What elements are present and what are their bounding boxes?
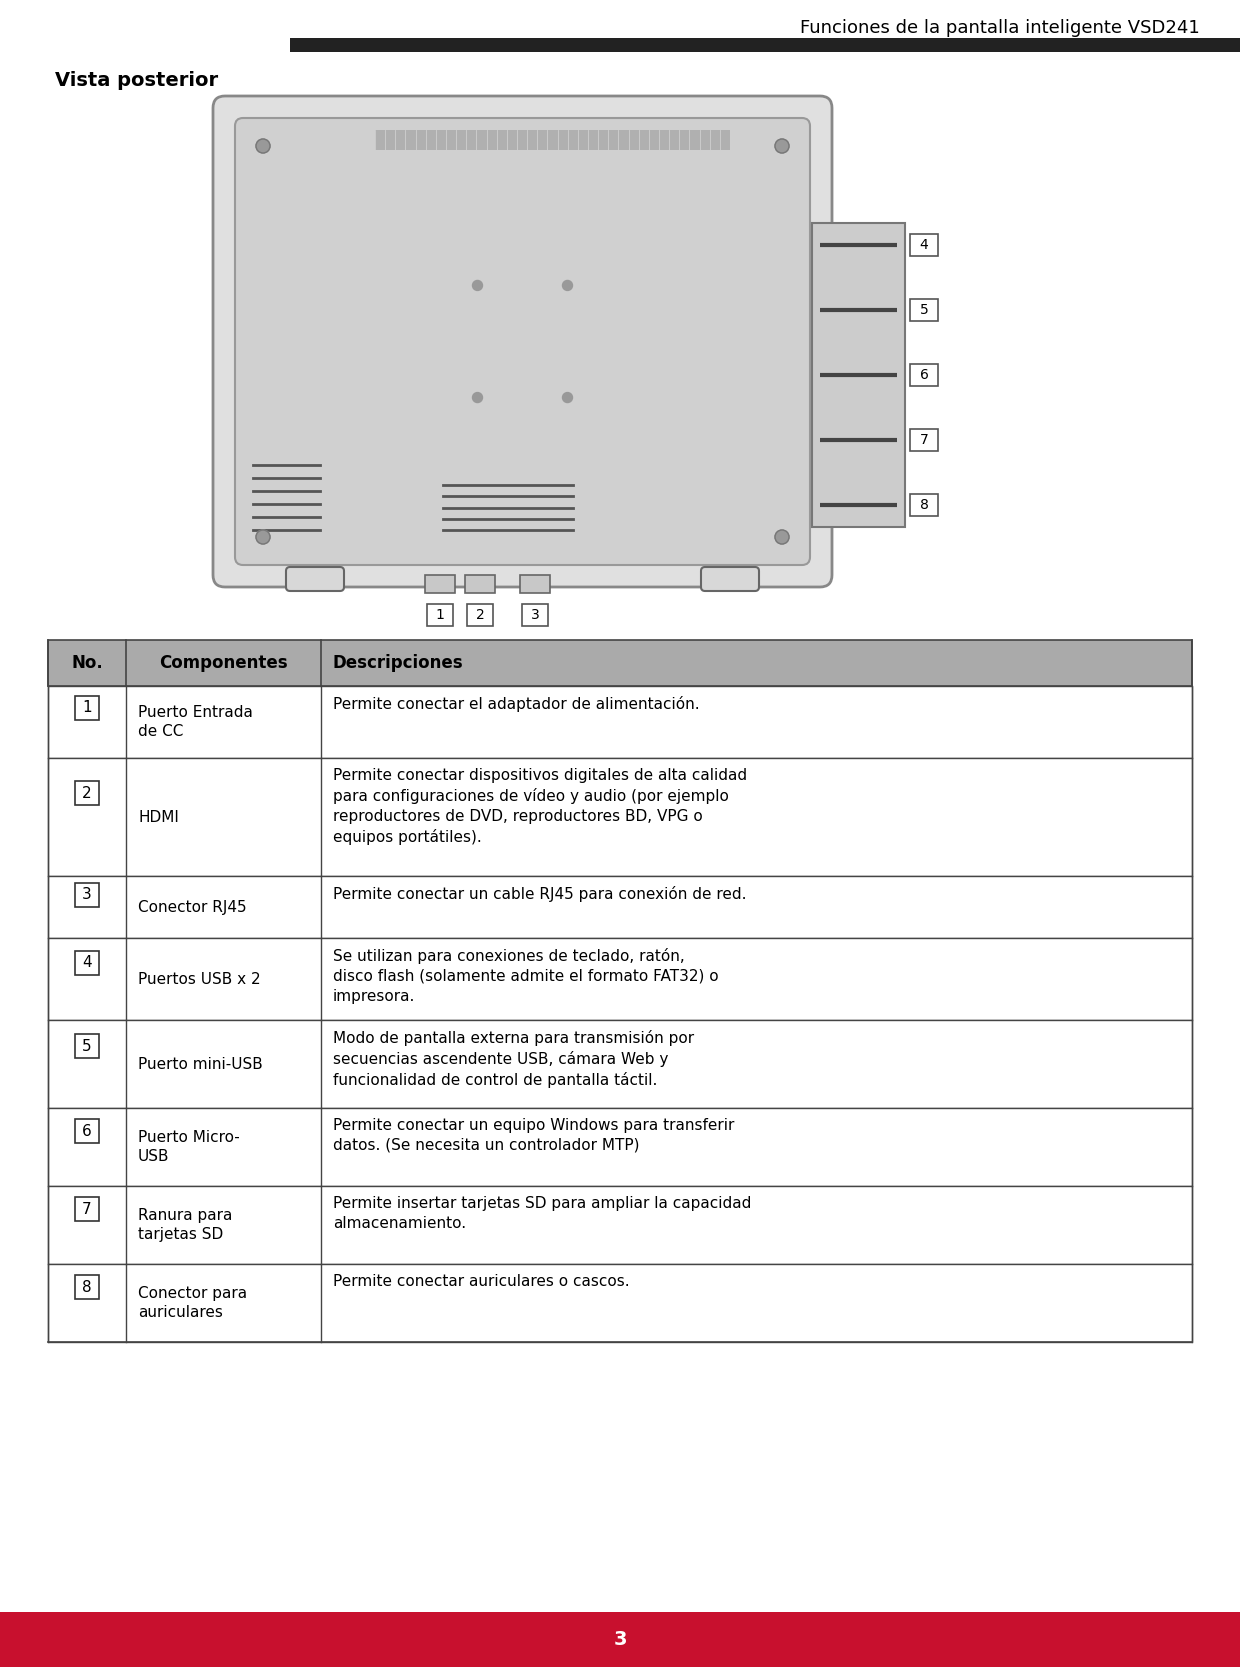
Text: Conector para
auriculares: Conector para auriculares	[138, 1285, 247, 1320]
Circle shape	[563, 280, 573, 290]
Text: Funciones de la pantalla inteligente VSD241: Funciones de la pantalla inteligente VSD…	[800, 18, 1200, 37]
Bar	[467, 603, 494, 627]
Text: 7: 7	[82, 1202, 92, 1217]
Text: Permite conectar el adaptador de alimentación.: Permite conectar el adaptador de aliment…	[334, 697, 699, 712]
Text: Se utilizan para conexiones de teclado, ratón,
disco flash (solamente admite el : Se utilizan para conexiones de teclado, …	[334, 949, 719, 1004]
Text: 2: 2	[82, 785, 92, 800]
FancyBboxPatch shape	[286, 567, 343, 592]
Bar	[74, 1120, 99, 1144]
Text: 3: 3	[614, 1630, 626, 1649]
Bar	[74, 1197, 99, 1222]
Text: Modo de pantalla externa para transmisión por
secuencias ascendente USB, cámara : Modo de pantalla externa para transmisió…	[334, 1030, 694, 1089]
Bar	[48, 1264, 1192, 1342]
Bar	[0, 1612, 1240, 1667]
Bar	[910, 298, 937, 322]
Text: 7: 7	[920, 433, 929, 447]
Bar	[74, 695, 99, 720]
Text: 5: 5	[82, 1039, 92, 1054]
Text: 5: 5	[920, 303, 929, 317]
Text: HDMI: HDMI	[138, 810, 179, 825]
Bar	[374, 130, 730, 150]
Text: Permite conectar dispositivos digitales de alta calidad
para configuraciones de : Permite conectar dispositivos digitales …	[334, 768, 748, 845]
Bar	[48, 640, 1192, 687]
Text: Puertos USB x 2: Puertos USB x 2	[138, 972, 260, 987]
Text: Conector RJ45: Conector RJ45	[138, 900, 247, 915]
Bar	[48, 1109, 1192, 1185]
Text: 8: 8	[920, 498, 929, 512]
Text: 3: 3	[82, 887, 92, 902]
Text: No.: No.	[71, 653, 103, 672]
Text: 3: 3	[531, 608, 539, 622]
Bar	[74, 950, 99, 975]
Text: Ranura para
tarjetas SD: Ranura para tarjetas SD	[138, 1207, 232, 1242]
Bar	[48, 875, 1192, 939]
Circle shape	[255, 138, 270, 153]
Bar	[427, 603, 453, 627]
Text: Puerto Entrada
de CC: Puerto Entrada de CC	[138, 705, 253, 740]
FancyBboxPatch shape	[213, 97, 832, 587]
Text: 6: 6	[920, 368, 929, 382]
Bar	[48, 758, 1192, 875]
Bar	[910, 493, 937, 517]
Text: Permite conectar un cable RJ45 para conexión de red.: Permite conectar un cable RJ45 para cone…	[334, 885, 746, 902]
Circle shape	[775, 138, 789, 153]
Bar	[48, 939, 1192, 1020]
Bar	[910, 233, 937, 257]
Bar	[425, 575, 455, 593]
Text: 6: 6	[82, 1124, 92, 1139]
Bar	[290, 38, 1240, 52]
Text: Permite conectar auriculares o cascos.: Permite conectar auriculares o cascos.	[334, 1274, 630, 1289]
Bar	[465, 575, 495, 593]
Circle shape	[255, 530, 270, 543]
Circle shape	[472, 280, 482, 290]
Text: Vista posterior: Vista posterior	[55, 70, 218, 90]
Text: 1: 1	[435, 608, 444, 622]
Bar	[74, 882, 99, 907]
Text: 4: 4	[82, 955, 92, 970]
Text: Permite conectar un equipo Windows para transferir
datos. (Se necesita un contro: Permite conectar un equipo Windows para …	[334, 1119, 734, 1154]
Circle shape	[775, 530, 789, 543]
Text: 4: 4	[920, 238, 929, 252]
Bar	[74, 782, 99, 805]
Bar	[74, 1035, 99, 1059]
Text: Puerto mini-USB: Puerto mini-USB	[138, 1057, 263, 1072]
Bar	[520, 575, 551, 593]
Circle shape	[472, 392, 482, 402]
Text: Descripciones: Descripciones	[334, 653, 464, 672]
Text: Permite insertar tarjetas SD para ampliar la capacidad
almacenamiento.: Permite insertar tarjetas SD para amplia…	[334, 1195, 751, 1230]
FancyBboxPatch shape	[236, 118, 810, 565]
Bar	[48, 1020, 1192, 1109]
Text: 1: 1	[82, 700, 92, 715]
Text: 2: 2	[476, 608, 485, 622]
Bar	[48, 1185, 1192, 1264]
Text: Puerto Micro-
USB: Puerto Micro- USB	[138, 1130, 239, 1165]
Bar	[812, 223, 905, 527]
Bar	[910, 428, 937, 452]
Text: Componentes: Componentes	[159, 653, 288, 672]
Circle shape	[563, 392, 573, 402]
Bar	[910, 363, 937, 387]
Bar	[74, 1275, 99, 1299]
Bar	[48, 687, 1192, 758]
Bar	[522, 603, 548, 627]
FancyBboxPatch shape	[701, 567, 759, 592]
Text: 8: 8	[82, 1280, 92, 1295]
